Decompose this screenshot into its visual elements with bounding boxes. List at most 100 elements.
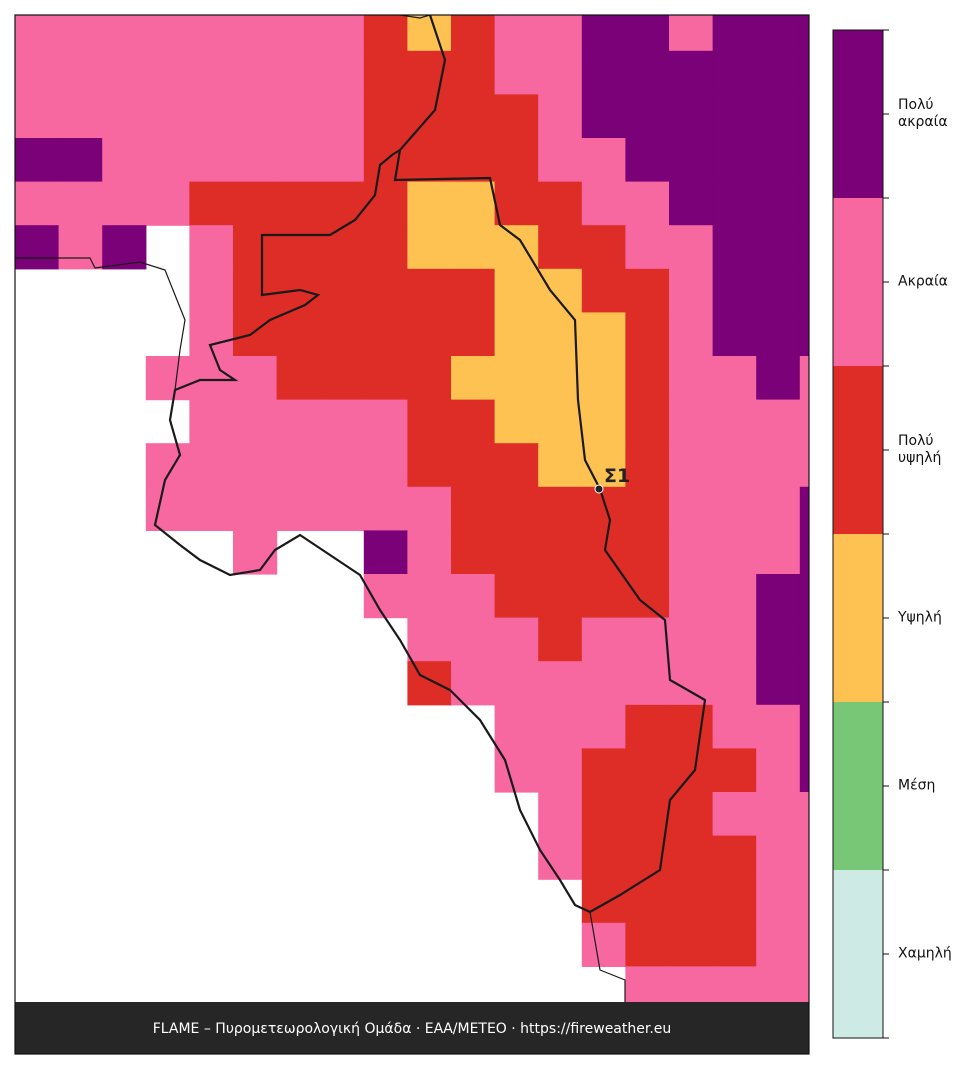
- station-marker: [594, 484, 604, 494]
- grid-cell: [538, 617, 583, 662]
- grid-cell: [581, 530, 626, 575]
- grid-cell: [669, 268, 714, 313]
- grid-cell: [15, 225, 60, 270]
- grid-cell: [320, 356, 365, 401]
- grid-cell: [756, 574, 801, 619]
- grid-cell: [538, 94, 583, 139]
- grid-cell: [451, 94, 496, 139]
- grid-cell: [494, 268, 539, 313]
- grid-cell: [581, 15, 626, 52]
- grid-cell: [669, 748, 714, 793]
- grid-cell: [58, 225, 103, 270]
- grid-cell: [363, 225, 408, 270]
- grid-cell: [451, 486, 496, 531]
- grid-cell: [233, 15, 278, 52]
- grid-cell: [625, 486, 670, 531]
- grid-cell: [712, 50, 757, 95]
- grid-cell: [58, 50, 103, 95]
- grid-cell: [494, 486, 539, 531]
- grid-cell: [625, 922, 670, 967]
- grid-cell: [756, 661, 801, 706]
- grid-cell: [756, 792, 801, 837]
- grid-cell: [756, 530, 801, 575]
- grid-cell: [189, 181, 234, 226]
- grid-cell: [451, 15, 496, 52]
- grid-cell: [799, 574, 809, 619]
- grid-cell: [581, 399, 626, 444]
- grid-cell: [581, 356, 626, 401]
- grid-cell: [799, 661, 809, 706]
- grid-cell: [494, 356, 539, 401]
- grid-cell: [581, 748, 626, 793]
- borders: [15, 15, 707, 1002]
- grid-cell: [669, 922, 714, 967]
- grid-cell: [451, 225, 496, 270]
- grid-cell: [669, 704, 714, 749]
- grid-cell: [712, 530, 757, 575]
- grid-cell: [407, 225, 452, 270]
- grid-cell: [363, 574, 408, 619]
- grid-cell: [233, 443, 278, 488]
- grid-cell: [189, 356, 234, 401]
- grid-cell: [189, 94, 234, 139]
- grid-cell: [756, 748, 801, 793]
- grid-cell: [756, 879, 801, 924]
- grid-cell: [712, 486, 757, 531]
- grid-cell: [712, 15, 757, 52]
- grid-cell: [799, 356, 809, 401]
- grid-cell: [669, 15, 714, 52]
- grid-cell: [581, 50, 626, 95]
- grid-cell: [625, 225, 670, 270]
- grid-cell: [756, 486, 801, 531]
- grid-cell: [712, 617, 757, 662]
- grid-cell: [625, 94, 670, 139]
- grid-cell: [669, 181, 714, 226]
- grid-cell: [538, 268, 583, 313]
- grid-cell: [363, 530, 408, 575]
- grid-cell: [799, 704, 809, 749]
- grid-cell: [189, 225, 234, 270]
- grid-cell: [756, 94, 801, 139]
- grid-cell: [189, 399, 234, 444]
- grid-cell: [712, 181, 757, 226]
- grid-cell: [276, 50, 321, 95]
- grid-cell: [363, 268, 408, 313]
- grid-cell: [538, 15, 583, 52]
- grid-cell: [712, 704, 757, 749]
- grid-cell: [58, 181, 103, 226]
- grid-cell: [276, 486, 321, 531]
- grid-cell: [712, 94, 757, 139]
- grid-cell: [799, 748, 809, 793]
- grid-cell: [102, 15, 147, 52]
- grid-cell: [189, 15, 234, 52]
- grid-cell: [102, 181, 147, 226]
- grid-cell: [233, 530, 278, 575]
- grid-cell: [712, 356, 757, 401]
- grid-cell: [581, 574, 626, 619]
- grid-cell: [581, 138, 626, 183]
- colorbar-swatch: [833, 30, 883, 198]
- grid-cell: [102, 225, 147, 270]
- grid-cell: [625, 748, 670, 793]
- grid-cell: [407, 181, 452, 226]
- grid-cell: [799, 181, 809, 226]
- grid-cell: [451, 356, 496, 401]
- grid-cell: [799, 225, 809, 270]
- grid-cell: [407, 268, 452, 313]
- grid-cell: [145, 94, 190, 139]
- legend-label: Πολύ ακραία: [898, 97, 948, 130]
- grid-cell: [625, 530, 670, 575]
- grid-cell: [407, 312, 452, 357]
- grid-cell: [756, 443, 801, 488]
- grid-cell: [799, 399, 809, 444]
- grid-cell: [581, 879, 626, 924]
- grid-cell: [799, 486, 809, 531]
- grid-cell: [538, 356, 583, 401]
- grid-cell: [145, 138, 190, 183]
- grid-cell: [320, 399, 365, 444]
- grid-cell: [276, 181, 321, 226]
- grid-cell: [233, 486, 278, 531]
- grid-cell: [15, 94, 60, 139]
- grid-cell: [320, 486, 365, 531]
